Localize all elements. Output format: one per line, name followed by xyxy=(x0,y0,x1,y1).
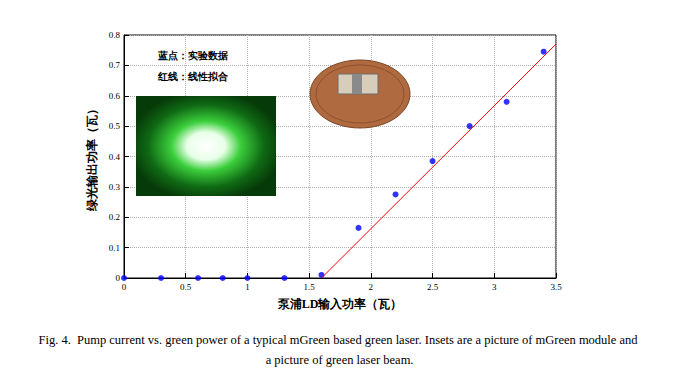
svg-text:绿光输出功率（瓦）: 绿光输出功率（瓦） xyxy=(85,103,99,212)
svg-text:0.3: 0.3 xyxy=(109,182,121,192)
svg-text:0.7: 0.7 xyxy=(109,60,121,70)
svg-text:0.6: 0.6 xyxy=(109,91,121,101)
svg-text:2: 2 xyxy=(369,282,374,292)
svg-text:蓝点：实验数据: 蓝点：实验数据 xyxy=(157,50,228,61)
svg-text:0: 0 xyxy=(122,282,127,292)
svg-text:0: 0 xyxy=(116,273,121,283)
svg-text:泵浦LD输入功率（瓦）: 泵浦LD输入功率（瓦） xyxy=(277,297,403,311)
svg-text:0.1: 0.1 xyxy=(109,243,120,253)
svg-text:0.8: 0.8 xyxy=(109,30,121,40)
svg-text:3: 3 xyxy=(492,282,497,292)
svg-text:3.5: 3.5 xyxy=(550,282,562,292)
svg-text:Fig. 4. Pump current vs. gree: Fig. 4. Pump current vs. green power of … xyxy=(38,333,638,347)
svg-text:0.5: 0.5 xyxy=(109,121,121,131)
svg-text:a picture of green laser beam.: a picture of green laser beam. xyxy=(263,353,414,367)
svg-text:2.5: 2.5 xyxy=(427,282,439,292)
svg-text:0.2: 0.2 xyxy=(109,212,120,222)
svg-text:1: 1 xyxy=(245,282,250,292)
svg-text:红线：线性拟合: 红线：线性拟合 xyxy=(157,71,229,82)
svg-text:1.5: 1.5 xyxy=(304,282,316,292)
svg-text:0.5: 0.5 xyxy=(180,282,192,292)
svg-text:0.4: 0.4 xyxy=(109,152,121,162)
